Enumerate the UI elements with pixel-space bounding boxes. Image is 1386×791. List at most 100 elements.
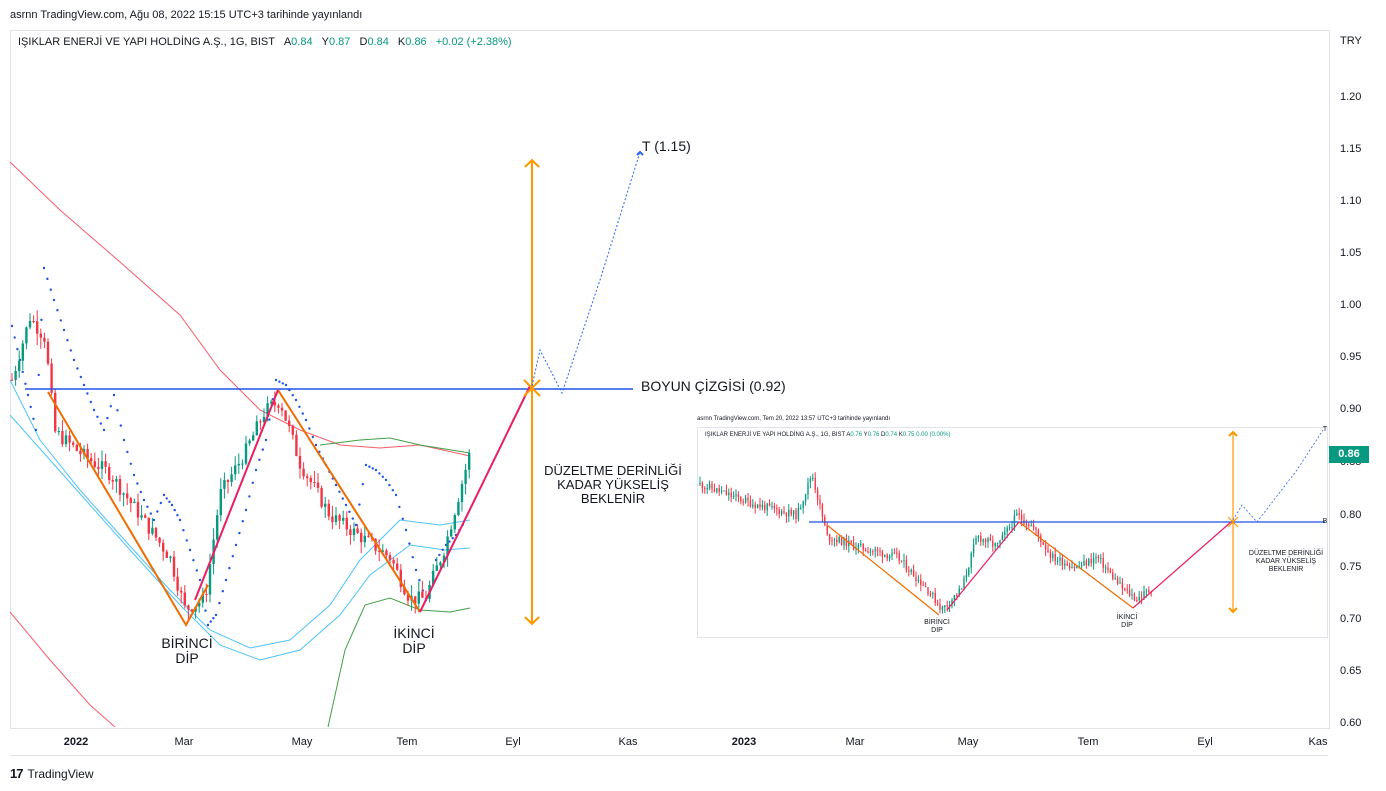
inset-candle [1025,519,1028,531]
candle [288,415,291,433]
inset-candle [706,484,708,495]
inset-candle [896,547,898,559]
sar-dot [132,473,136,477]
inset-cross-b [1227,516,1239,528]
legend-high-label: Y [321,36,329,48]
measure-arrow-top [524,158,540,168]
inset-candle [876,546,879,557]
candle [61,420,64,447]
inset-published-info: asrnn TradingView.com, Tem 20, 2022 13:5… [697,416,891,422]
legend-close-label: K [397,36,406,48]
candle [446,530,449,567]
pattern-first-leg [47,391,209,628]
inset-candle [819,494,821,510]
inset-candle [927,586,929,597]
sar-dot [142,498,146,502]
price-tick-label: 0.95 [1340,351,1362,363]
green-band-upper [319,437,471,454]
candle [396,557,399,571]
sar-dot [209,620,212,623]
price-axis[interactable]: TRY 1.201.151.101.051.000.950.900.850.80… [1329,30,1386,729]
inset-candle [788,504,790,523]
sar-dot [278,380,281,383]
legend-low: 0.84 [367,36,389,48]
sar-dot [248,495,251,498]
measure-arrow-bottom [524,616,540,626]
time-tick-label: Eyl [505,736,521,748]
inset-candle [708,480,711,491]
inset-candle [1112,568,1114,581]
time-tick-label: Tem [396,736,418,748]
inset-candle [754,501,756,514]
inset-candle [944,605,946,614]
inset-candle [747,492,749,507]
inset-candle [910,568,912,575]
sar-dot [414,568,418,572]
inset-candle [744,494,747,504]
sar-dot [212,617,215,620]
sar-dot [119,424,123,427]
inset-pattern-first [826,524,940,616]
inset-candle [884,554,886,558]
candle [43,332,46,349]
sar-dot [264,438,268,442]
sar-dot [109,405,113,408]
inset-candle [735,489,737,502]
time-tick-label: Tem [1077,736,1099,748]
price-tick-label: 0.60 [1340,717,1362,729]
candle [118,474,122,502]
sar-dot [291,394,294,397]
candle [277,403,280,414]
inset-candle [790,507,792,517]
sar-dot [82,383,86,387]
legend-low-label: D [359,36,368,48]
sar-dot [102,428,106,432]
inset-candle [968,567,970,578]
upper-band [9,161,471,457]
inset-legend-open: 0.76 [850,432,863,438]
sar-dot [384,478,388,482]
inset-candle [1128,584,1131,598]
inset-candle [1056,556,1059,565]
inset-candle [903,553,905,568]
inset-candle [864,547,867,552]
time-axis[interactable]: 2022 Mar May Tem Eyl Kas 2023 Mar May Tem Eyl Kas [10,727,1328,756]
inset-candle [982,538,984,546]
candle [126,483,129,506]
inset-candle [826,522,828,536]
inner-band-upper [9,379,471,649]
inset-candle [1028,521,1030,529]
inner-band-lower [9,414,471,661]
candle [453,513,456,534]
inset-candle [768,499,771,507]
inset-legend-high: 0.76 [867,432,880,438]
inset-chart-canvas [699,429,1325,616]
inset-candle [1097,554,1100,563]
inset-target-fragment: T [1322,426,1328,433]
inset-candle [1064,559,1066,570]
legend-open: 0.84 [291,36,313,48]
inset-candle [1121,578,1124,596]
sar-dot [314,443,318,447]
neckline-label: BOYUN ÇİZGİSİ (0.92) [641,378,786,394]
inset-candle [1102,552,1104,573]
sar-dot [136,482,139,485]
inset-candle [860,540,862,547]
sar-dot [76,367,79,370]
candle [352,522,356,542]
inset-candle [994,542,996,551]
price-tick-label: 1.15 [1340,143,1362,155]
inset-candle [893,548,896,555]
sar-dot [214,613,218,617]
inset-candle [1124,587,1126,592]
inset-candle [1090,553,1092,567]
legend-high: 0.87 [329,36,351,48]
candle [100,450,104,479]
inset-candle [1001,531,1004,541]
inset-candle [783,506,785,515]
price-tick-label: 1.10 [1340,195,1362,207]
sar-dot [86,392,89,395]
candle [147,517,150,540]
sar-dot [218,601,221,605]
sar-dot [206,623,210,627]
